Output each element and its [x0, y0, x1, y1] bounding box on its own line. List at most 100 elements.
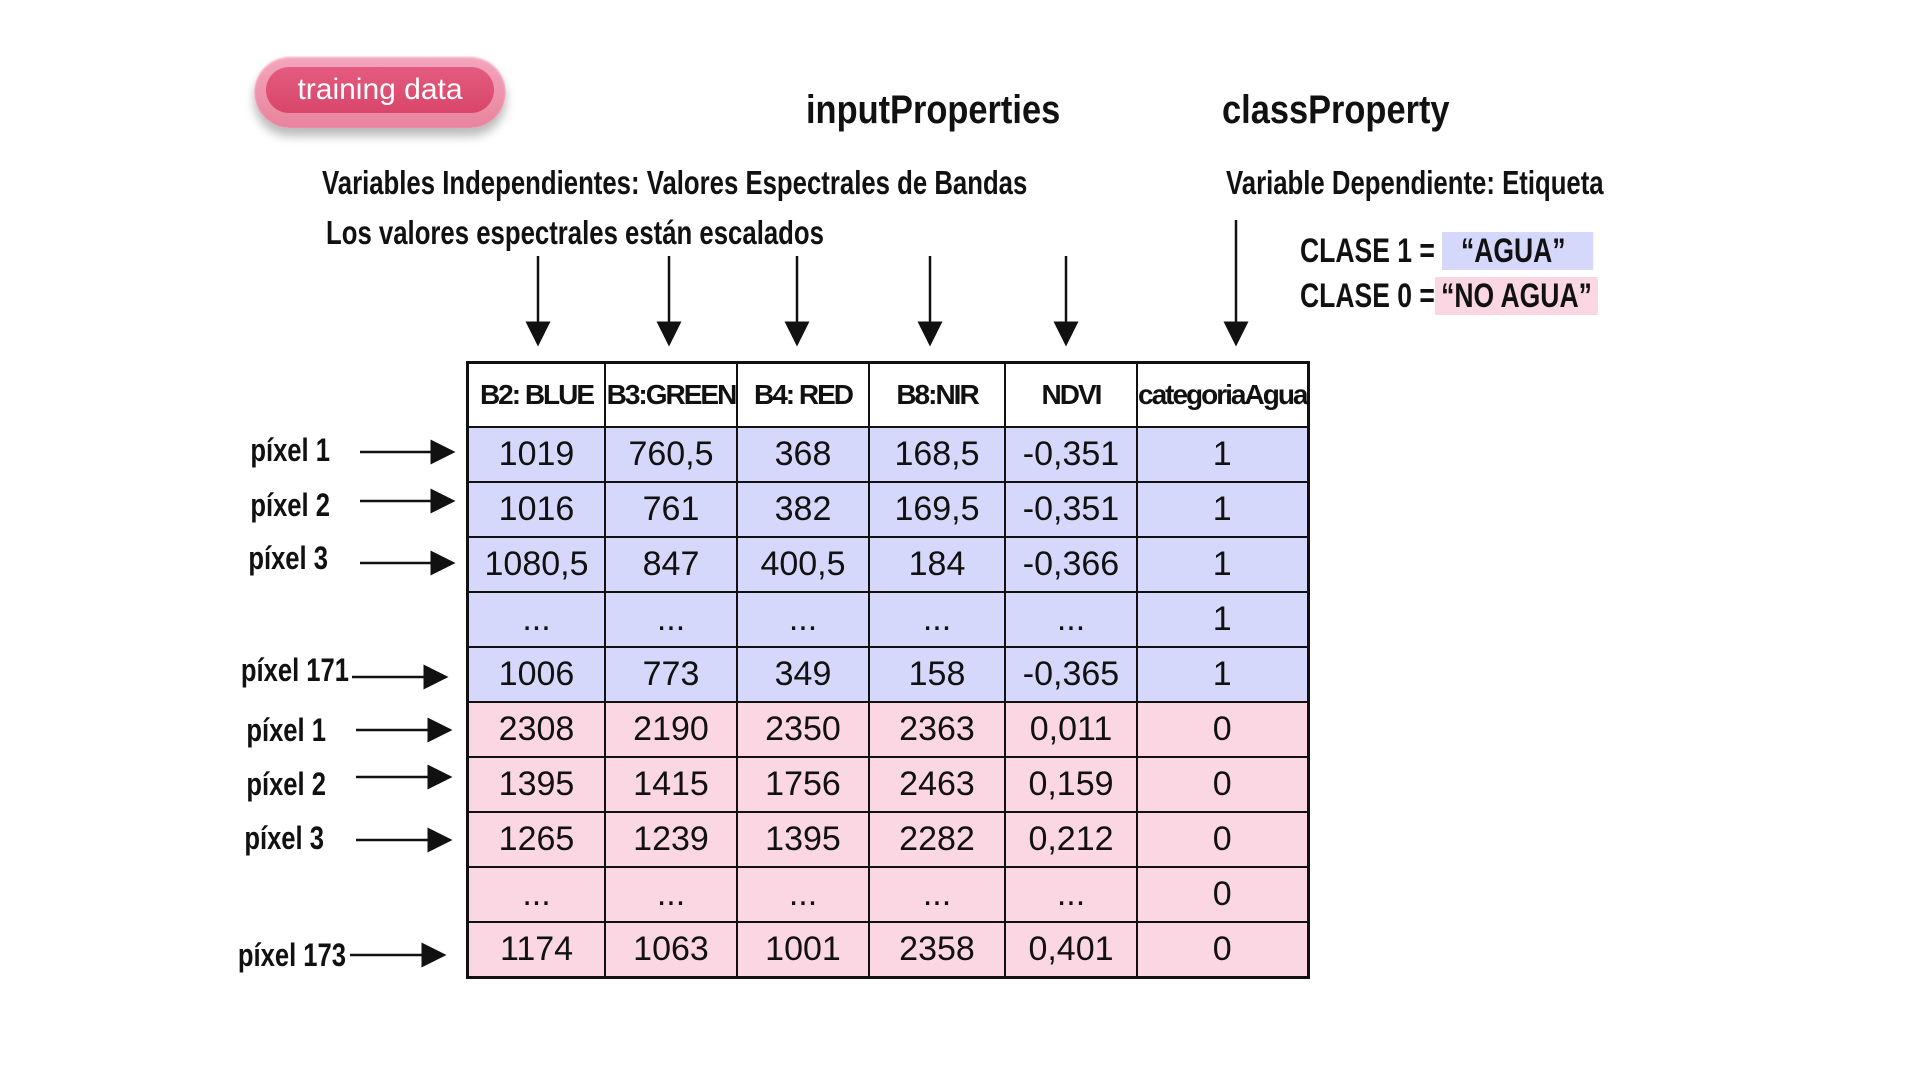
table-cell: 1: [1136, 591, 1309, 648]
table-row: 1080,5 847 400,5 184 -0,366 1: [466, 536, 1309, 593]
pixel-label: píxel 171: [240, 652, 349, 688]
table-cell: -0,366: [1004, 536, 1138, 593]
table-cell: 1395: [466, 756, 606, 813]
table-cell: ...: [1004, 866, 1138, 923]
table-header-row: B2: BLUE B3:GREEN B4: RED B8:NIR NDVI ca…: [466, 361, 1309, 428]
input-properties-heading: inputProperties: [806, 88, 1061, 132]
dependent-variable-text: Variable Dependiente: Etiqueta: [1226, 164, 1604, 201]
table-cell: 1006: [466, 646, 606, 703]
table-cell: 1: [1136, 646, 1309, 703]
pixel-label: píxel 3: [244, 820, 324, 856]
table-cell: 0: [1136, 756, 1309, 813]
column-header-nir: B8:NIR: [868, 361, 1006, 428]
column-header-blue: B2: BLUE: [466, 361, 606, 428]
column-header-red: B4: RED: [736, 361, 870, 428]
pixel-label: píxel 1: [250, 432, 330, 468]
pixel-label: píxel 1: [246, 712, 326, 748]
table-cell: 761: [604, 481, 738, 538]
table-cell: 0,401: [1004, 921, 1138, 979]
table-cell: 0: [1136, 921, 1309, 979]
table-cell: 2190: [604, 701, 738, 758]
table-cell: 0: [1136, 811, 1309, 868]
table-cell: ...: [868, 866, 1006, 923]
table-cell: ...: [1004, 591, 1138, 648]
table-cell: 773: [604, 646, 738, 703]
table-cell: 2282: [868, 811, 1006, 868]
training-data-badge: training data: [254, 56, 506, 128]
table-cell: 1: [1136, 536, 1309, 593]
table-cell: 1265: [466, 811, 606, 868]
table-row: 1395 1415 1756 2463 0,159 0: [466, 756, 1309, 813]
table-cell: 1019: [466, 426, 606, 483]
table-cell: 349: [736, 646, 870, 703]
table-cell: 0,159: [1004, 756, 1138, 813]
table-row: ... ... ... ... ... 0: [466, 866, 1309, 923]
table-cell: ...: [604, 866, 738, 923]
column-header-categoria: categoriaAgua: [1136, 361, 1309, 428]
table-cell: -0,351: [1004, 426, 1138, 483]
clase-0-value: “NO AGUA”: [1434, 277, 1599, 315]
table-cell: 1756: [736, 756, 870, 813]
pixel-label: píxel 173: [237, 937, 346, 973]
table-cell: ...: [868, 591, 1006, 648]
table-cell: 0,011: [1004, 701, 1138, 758]
independent-variables-text: Variables Independientes: Valores Espect…: [322, 164, 1028, 201]
table-cell: 168,5: [868, 426, 1006, 483]
table-cell: 0: [1136, 701, 1309, 758]
clase-0-legend: CLASE 0 = “NO AGUA”: [1300, 277, 1599, 315]
column-header-ndvi: NDVI: [1004, 361, 1138, 428]
clase-1-value: “AGUA”: [1442, 232, 1594, 270]
table-cell: 1001: [736, 921, 870, 979]
table-row: ... ... ... ... ... 1: [466, 591, 1309, 648]
table-cell: 2363: [868, 701, 1006, 758]
table-cell: 368: [736, 426, 870, 483]
table-cell: 1080,5: [466, 536, 606, 593]
table-cell: 1016: [466, 481, 606, 538]
table-cell: -0,365: [1004, 646, 1138, 703]
table-cell: -0,351: [1004, 481, 1138, 538]
table-cell: 184: [868, 536, 1006, 593]
table-cell: 1: [1136, 481, 1309, 538]
table-cell: 1: [1136, 426, 1309, 483]
table-cell: 1239: [604, 811, 738, 868]
scaled-values-text: Los valores espectrales están escalados: [326, 214, 824, 251]
table-cell: 2308: [466, 701, 606, 758]
table-cell: ...: [736, 591, 870, 648]
table-row: 1016 761 382 169,5 -0,351 1: [466, 481, 1309, 538]
table-row: 1019 760,5 368 168,5 -0,351 1: [466, 426, 1309, 483]
table-cell: 382: [736, 481, 870, 538]
table-cell: 400,5: [736, 536, 870, 593]
table-cell: 158: [868, 646, 1006, 703]
table-cell: ...: [736, 866, 870, 923]
table-row: 1006 773 349 158 -0,365 1: [466, 646, 1309, 703]
table-cell: 1063: [604, 921, 738, 979]
table-cell: 0,212: [1004, 811, 1138, 868]
class-property-heading: classProperty: [1222, 88, 1450, 132]
pixel-label: píxel 2: [246, 766, 326, 802]
table-cell: 760,5: [604, 426, 738, 483]
table-cell: ...: [466, 866, 606, 923]
table-cell: ...: [466, 591, 606, 648]
table-cell: 2463: [868, 756, 1006, 813]
training-data-label: training data: [266, 67, 494, 113]
table-cell: 1174: [466, 921, 606, 979]
pixel-label: píxel 3: [248, 540, 328, 576]
pixel-label: píxel 2: [250, 487, 330, 523]
table-cell: 169,5: [868, 481, 1006, 538]
table-cell: 2358: [868, 921, 1006, 979]
table-cell: 847: [604, 536, 738, 593]
clase-1-prefix: CLASE 1 =: [1300, 232, 1435, 270]
table-row: 1174 1063 1001 2358 0,401 0: [466, 921, 1309, 979]
table-cell: ...: [604, 591, 738, 648]
table-row: 2308 2190 2350 2363 0,011 0: [466, 701, 1309, 758]
table-cell: 1415: [604, 756, 738, 813]
column-header-green: B3:GREEN: [604, 361, 738, 428]
table-row: 1265 1239 1395 2282 0,212 0: [466, 811, 1309, 868]
clase-0-prefix: CLASE 0 =: [1300, 277, 1435, 315]
table-cell: 2350: [736, 701, 870, 758]
clase-1-legend: CLASE 1 = “AGUA”: [1300, 232, 1594, 270]
table-cell: 0: [1136, 866, 1309, 923]
table-cell: 1395: [736, 811, 870, 868]
training-data-table: B2: BLUE B3:GREEN B4: RED B8:NIR NDVI ca…: [466, 361, 1310, 979]
